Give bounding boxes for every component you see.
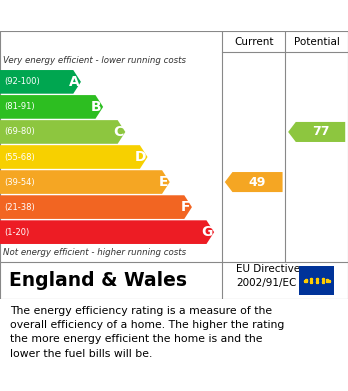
Text: (81-91): (81-91) <box>4 102 35 111</box>
Polygon shape <box>0 95 103 119</box>
Text: (1-20): (1-20) <box>4 228 30 237</box>
Text: Potential: Potential <box>294 37 340 47</box>
Polygon shape <box>0 220 214 244</box>
Text: The energy efficiency rating is a measure of the
overall efficiency of a home. T: The energy efficiency rating is a measur… <box>10 305 285 359</box>
Text: C: C <box>114 125 124 139</box>
Text: Energy Efficiency Rating: Energy Efficiency Rating <box>10 7 239 25</box>
Polygon shape <box>0 195 192 219</box>
Text: A: A <box>69 75 80 89</box>
Text: D: D <box>135 150 146 164</box>
Text: Not energy efficient - higher running costs: Not energy efficient - higher running co… <box>3 248 187 257</box>
Polygon shape <box>0 120 125 144</box>
Text: G: G <box>201 225 213 239</box>
Polygon shape <box>288 122 345 142</box>
Text: (39-54): (39-54) <box>4 178 35 187</box>
Text: EU Directive
2002/91/EC: EU Directive 2002/91/EC <box>236 264 300 288</box>
Polygon shape <box>225 172 283 192</box>
Text: (55-68): (55-68) <box>4 152 35 161</box>
Text: (92-100): (92-100) <box>4 77 40 86</box>
Text: (21-38): (21-38) <box>4 203 35 212</box>
Text: (69-80): (69-80) <box>4 127 35 136</box>
Text: F: F <box>181 200 191 214</box>
Text: E: E <box>159 175 168 189</box>
Text: 77: 77 <box>312 126 329 138</box>
Polygon shape <box>0 70 81 94</box>
Polygon shape <box>0 170 170 194</box>
Text: Current: Current <box>234 37 274 47</box>
Bar <box>299 266 334 295</box>
Polygon shape <box>0 145 148 169</box>
Text: England & Wales: England & Wales <box>9 271 187 290</box>
Text: 49: 49 <box>249 176 266 188</box>
Text: Very energy efficient - lower running costs: Very energy efficient - lower running co… <box>3 56 187 65</box>
Text: B: B <box>91 100 102 114</box>
